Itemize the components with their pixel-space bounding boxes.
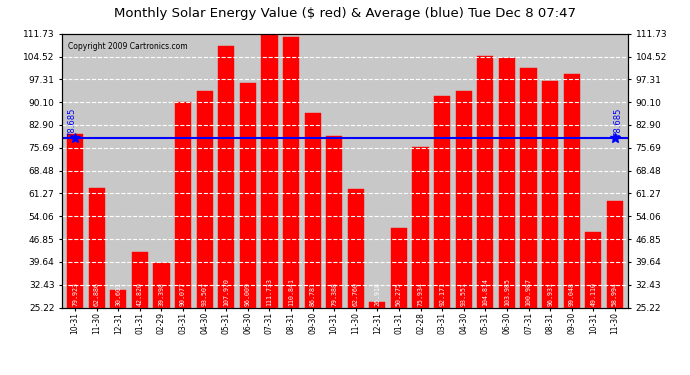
Bar (153, 262, 170, 308)
Text: 111.733: 111.733 (266, 278, 273, 306)
Text: 62.760: 62.760 (353, 282, 359, 306)
Text: 79.923: 79.923 (72, 282, 78, 306)
Bar (413, 147, 428, 308)
Text: 100.987: 100.987 (526, 278, 531, 306)
Bar (348, 189, 364, 308)
Bar (564, 74, 580, 308)
Bar (110, 291, 126, 308)
Bar (585, 232, 602, 308)
Bar (239, 84, 256, 308)
Bar (520, 68, 537, 308)
Text: 92.171: 92.171 (439, 282, 445, 306)
Bar (88, 188, 105, 308)
Text: 107.970: 107.970 (224, 278, 229, 306)
Bar (499, 58, 515, 308)
Text: 30.601: 30.601 (115, 282, 121, 306)
Text: Monthly Solar Energy Value ($ red) & Average (blue) Tue Dec 8 07:47: Monthly Solar Energy Value ($ red) & Ave… (114, 8, 576, 21)
Bar (218, 46, 235, 308)
Text: 75.934: 75.934 (417, 282, 424, 306)
Text: 26.918: 26.918 (375, 282, 380, 306)
Bar (197, 92, 213, 308)
Text: 58.994: 58.994 (612, 282, 618, 306)
Text: 110.841: 110.841 (288, 278, 294, 306)
Text: 96.931: 96.931 (547, 282, 553, 306)
Bar (477, 56, 493, 308)
Text: 93.551: 93.551 (461, 282, 466, 306)
Bar (304, 113, 321, 308)
Bar (262, 34, 277, 308)
Bar (391, 228, 407, 308)
Text: 49.110: 49.110 (591, 282, 596, 306)
Text: 50.275: 50.275 (396, 282, 402, 306)
Bar (326, 136, 342, 308)
Bar (369, 302, 386, 307)
Text: 90.077: 90.077 (180, 282, 186, 306)
Text: 78.685: 78.685 (68, 108, 77, 137)
Bar (132, 252, 148, 308)
Text: 79.388: 79.388 (331, 282, 337, 306)
Bar (175, 102, 191, 308)
Text: 96.009: 96.009 (245, 282, 251, 306)
Bar (283, 37, 299, 308)
Text: 103.985: 103.985 (504, 278, 510, 306)
Text: Copyright 2009 Cartronics.com: Copyright 2009 Cartronics.com (68, 42, 188, 51)
Text: 86.781: 86.781 (310, 282, 315, 306)
Text: 39.398: 39.398 (159, 282, 164, 306)
Text: 99.048: 99.048 (569, 282, 575, 306)
Text: 62.886: 62.886 (94, 282, 99, 306)
Bar (434, 96, 451, 308)
Bar (607, 201, 623, 308)
Bar (455, 91, 472, 308)
Bar (67, 134, 83, 308)
Text: 104.814: 104.814 (482, 278, 489, 306)
Text: 78.685: 78.685 (613, 108, 622, 137)
Text: 42.820: 42.820 (137, 282, 143, 306)
Bar (542, 81, 558, 308)
Text: 93.507: 93.507 (201, 282, 208, 306)
